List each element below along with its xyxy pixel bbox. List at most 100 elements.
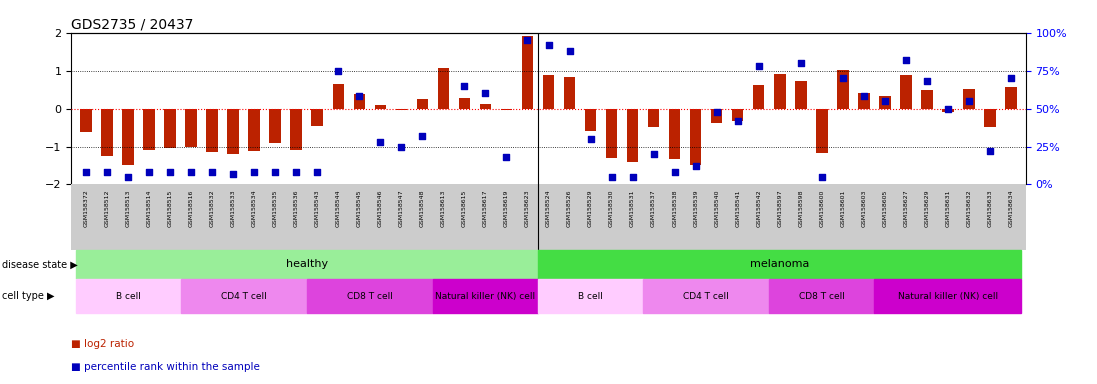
Bar xyxy=(921,90,932,109)
Bar xyxy=(690,109,701,165)
Bar xyxy=(433,279,538,313)
Point xyxy=(540,42,557,48)
Bar xyxy=(227,109,239,154)
Bar xyxy=(522,36,533,109)
Bar xyxy=(732,109,744,121)
Text: GSM158533: GSM158533 xyxy=(230,190,236,227)
Text: GSM158524: GSM158524 xyxy=(546,190,551,227)
Text: GSM158534: GSM158534 xyxy=(251,190,257,227)
Text: GSM158627: GSM158627 xyxy=(903,190,908,227)
Text: GSM158603: GSM158603 xyxy=(861,190,867,227)
Bar xyxy=(669,109,680,159)
Text: GSM158544: GSM158544 xyxy=(336,190,341,227)
Text: melanoma: melanoma xyxy=(750,260,810,270)
Bar xyxy=(963,89,975,109)
Point xyxy=(561,48,578,54)
Point xyxy=(624,174,642,180)
Text: CD4 T cell: CD4 T cell xyxy=(220,292,267,301)
Text: GSM158601: GSM158601 xyxy=(840,190,846,227)
Text: CD8 T cell: CD8 T cell xyxy=(347,292,393,301)
Bar xyxy=(538,250,1021,279)
Text: GSM158597: GSM158597 xyxy=(778,190,782,227)
Point xyxy=(708,109,725,115)
Point xyxy=(877,98,894,104)
Bar xyxy=(753,85,765,109)
Text: cell type ▶: cell type ▶ xyxy=(2,291,55,301)
Point xyxy=(477,90,495,96)
Point xyxy=(939,106,957,112)
Text: GSM158631: GSM158631 xyxy=(946,190,950,227)
Text: Natural killer (NK) cell: Natural killer (NK) cell xyxy=(436,292,535,301)
Text: GSM158615: GSM158615 xyxy=(462,190,467,227)
Bar xyxy=(374,105,386,109)
Text: GSM158539: GSM158539 xyxy=(693,190,698,227)
Point xyxy=(161,169,179,175)
Bar xyxy=(144,109,155,150)
Bar xyxy=(185,109,196,147)
Bar xyxy=(438,68,449,109)
Bar xyxy=(307,279,433,313)
Bar xyxy=(643,279,769,313)
Point xyxy=(666,169,683,175)
Bar xyxy=(291,109,302,149)
Text: GSM158514: GSM158514 xyxy=(147,190,151,227)
Text: disease state ▶: disease state ▶ xyxy=(2,260,78,270)
Point xyxy=(728,118,746,124)
Bar xyxy=(76,250,538,279)
Point xyxy=(687,163,704,169)
Bar xyxy=(543,75,554,109)
Bar xyxy=(396,109,407,111)
Point xyxy=(771,0,789,5)
Point xyxy=(120,174,137,180)
Bar xyxy=(181,279,307,313)
Text: GSM158512: GSM158512 xyxy=(104,190,110,227)
Text: ■ log2 ratio: ■ log2 ratio xyxy=(71,339,135,349)
Point xyxy=(182,169,200,175)
Point xyxy=(960,98,977,104)
Text: GSM158535: GSM158535 xyxy=(273,190,278,227)
Text: Natural killer (NK) cell: Natural killer (NK) cell xyxy=(897,292,998,301)
Bar xyxy=(165,109,176,148)
Text: GSM158530: GSM158530 xyxy=(609,190,614,227)
Text: GSM158513: GSM158513 xyxy=(125,190,131,227)
Text: GSM158623: GSM158623 xyxy=(525,190,530,227)
Text: GSM158617: GSM158617 xyxy=(483,190,488,227)
Text: GSM158540: GSM158540 xyxy=(714,190,720,227)
Point xyxy=(351,93,369,99)
Text: GSM158537: GSM158537 xyxy=(652,190,656,227)
Point xyxy=(308,169,326,175)
Text: GSM158546: GSM158546 xyxy=(377,190,383,227)
Bar xyxy=(564,78,575,109)
Point xyxy=(855,93,872,99)
Bar xyxy=(76,279,181,313)
Bar xyxy=(122,109,134,166)
Bar xyxy=(206,109,218,152)
Bar xyxy=(774,74,785,109)
Point xyxy=(897,57,915,63)
Text: GSM158545: GSM158545 xyxy=(357,190,362,227)
Text: GSM158372: GSM158372 xyxy=(83,190,89,227)
Bar xyxy=(270,109,281,143)
Text: GSM158529: GSM158529 xyxy=(588,190,593,227)
Point xyxy=(918,78,936,84)
Bar xyxy=(984,109,996,127)
Text: GSM158598: GSM158598 xyxy=(799,190,803,227)
Point xyxy=(981,148,998,154)
Text: GSM158532: GSM158532 xyxy=(210,190,215,227)
Bar xyxy=(312,109,323,126)
Point xyxy=(77,169,94,175)
Text: GSM158619: GSM158619 xyxy=(504,190,509,227)
Point xyxy=(455,83,473,89)
Text: B cell: B cell xyxy=(578,292,603,301)
Bar xyxy=(837,70,849,109)
Bar xyxy=(459,98,471,109)
Bar xyxy=(942,109,953,112)
Text: GSM158526: GSM158526 xyxy=(567,190,572,227)
Bar xyxy=(585,109,597,131)
Point xyxy=(329,68,347,74)
Point xyxy=(140,169,158,175)
Point xyxy=(581,136,599,142)
Text: GSM158547: GSM158547 xyxy=(399,190,404,227)
Bar xyxy=(901,75,912,109)
Bar xyxy=(500,109,512,111)
